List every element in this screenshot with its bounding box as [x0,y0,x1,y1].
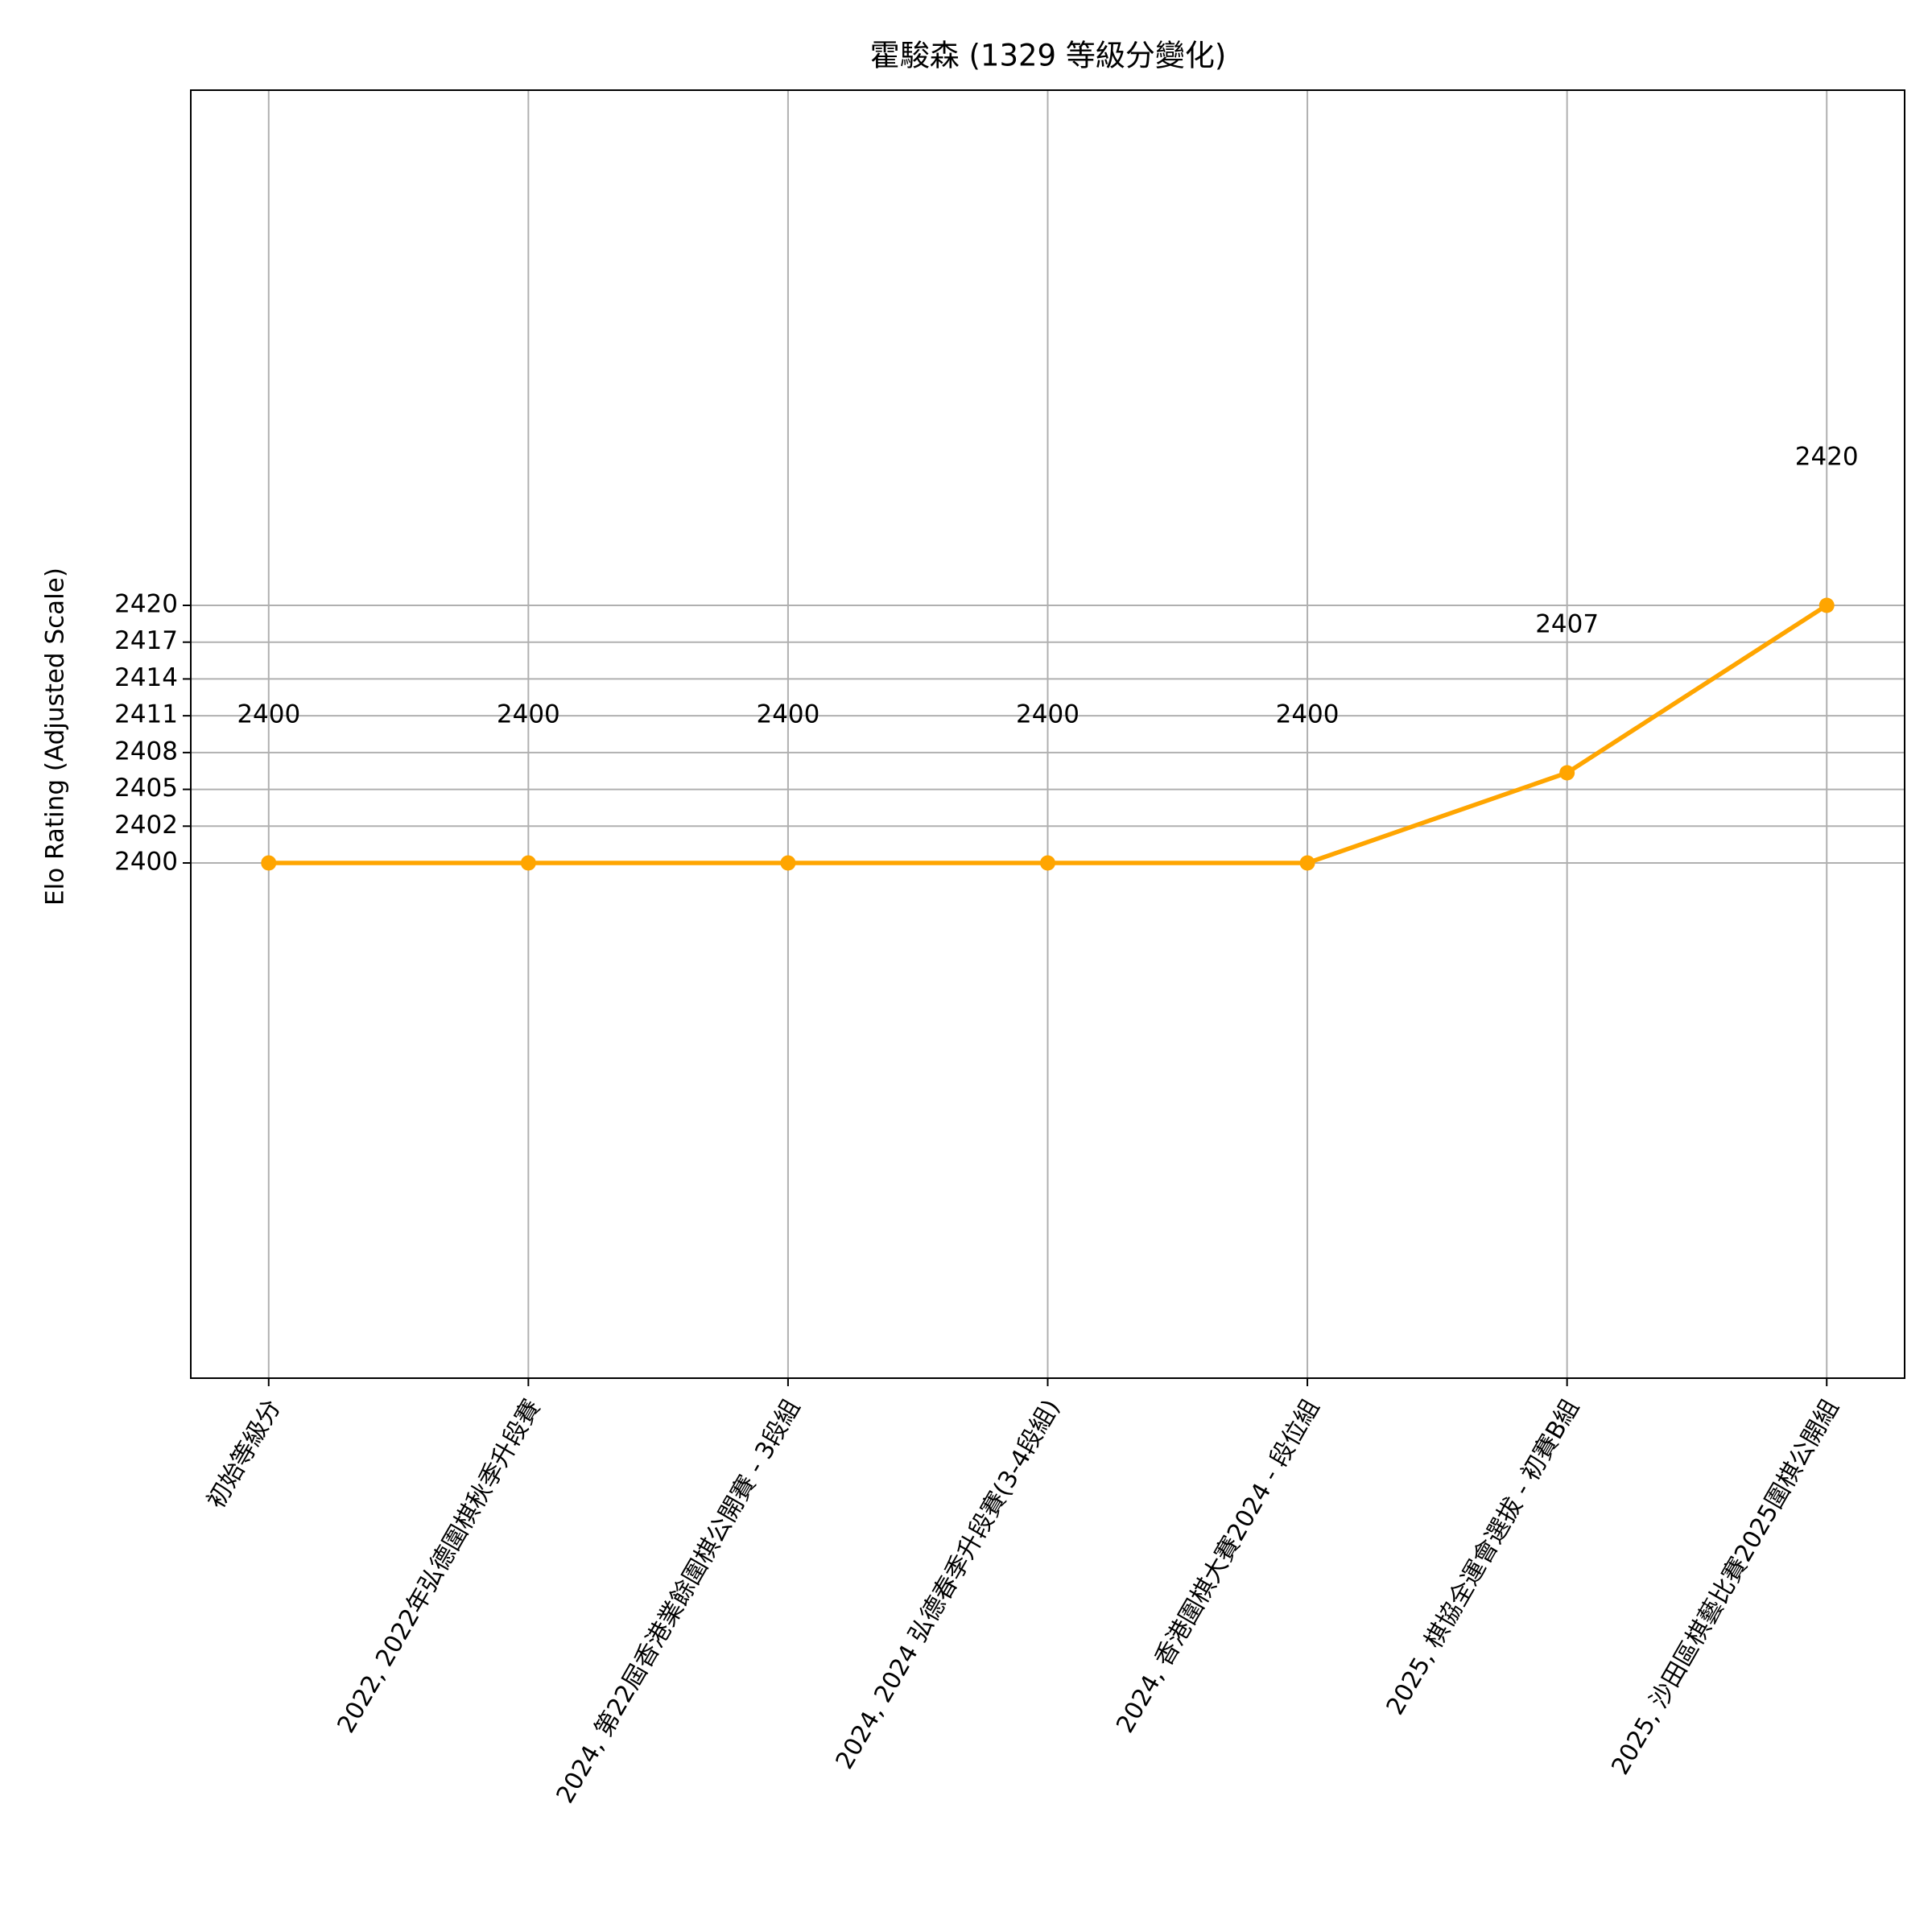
plot-frame [190,89,1905,1379]
data-label: 2420 [1795,443,1859,472]
x-tick-label: 2025, 棋協全運會選拔 - 初賽B組 [1381,1395,1585,1720]
y-tick-label: 2420 [114,590,178,619]
data-label: 2400 [1276,700,1340,729]
data-label: 2400 [1016,700,1080,729]
point [520,855,536,871]
y-tick-label: 2417 [114,626,178,655]
data-label: 2400 [497,700,560,729]
x-tick-label: 2024, 第22屆香港業餘圍棋公開賽 - 3段組 [551,1395,807,1808]
y-axis-label: Elo Rating (Adjusted Scale) [41,568,70,906]
point [261,855,277,871]
point [1040,855,1055,871]
y-tick-label: 2402 [114,811,178,840]
y-tick-label: 2405 [114,774,178,803]
point [1559,765,1575,781]
y-tick-label: 2411 [114,700,178,729]
point [780,855,796,871]
chart-title: 霍駿森 (1329 等級分變化) [870,39,1227,73]
x-tick-label: 2024, 香港圍棋大賽2024 - 段位組 [1111,1395,1325,1738]
point [1299,855,1315,871]
data-label: 2400 [237,700,300,729]
x-tick-label: 初始等級分 [202,1395,287,1513]
y-tick-label: 2408 [114,737,178,766]
x-tick-label: 2025, 沙田區棋藝比賽2025圍棋公開組 [1606,1395,1844,1780]
x-tick-label: 2022, 2022年弘德圍棋秋季升段賽 [332,1395,546,1738]
x-tick-label: 2024, 2024 弘德春季升段賽(3-4段組) [831,1395,1066,1774]
point [1818,597,1835,613]
y-tick-label: 2400 [114,848,178,877]
y-tick-label: 2414 [114,663,178,692]
data-label: 2407 [1535,610,1599,639]
data-label: 2400 [756,700,819,729]
